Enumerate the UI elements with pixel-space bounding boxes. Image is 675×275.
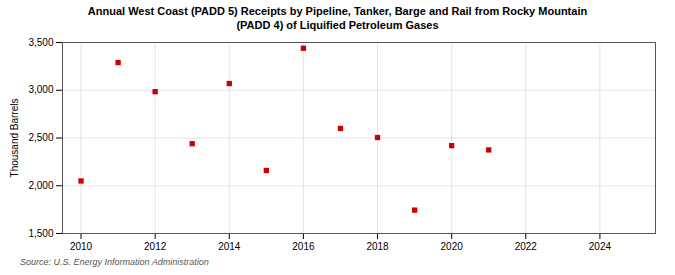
html-text:Source: U.S. Energy Informatio: Source: U.S. Energy Information Administ… [20, 257, 209, 267]
svg-text:1,500: 1,500 [28, 228, 53, 239]
svg-text:2020: 2020 [441, 241, 464, 252]
svg-text:2,000: 2,000 [28, 180, 53, 191]
svg-text:3,500: 3,500 [28, 37, 53, 48]
svg-text:Thousand Barrels: Thousand Barrels [9, 99, 20, 178]
svg-text:2024: 2024 [589, 241, 612, 252]
svg-text:2012: 2012 [144, 241, 167, 252]
svg-text:2022: 2022 [515, 241, 538, 252]
svg-text:2,500: 2,500 [28, 132, 53, 143]
svg-text:2014: 2014 [218, 241, 241, 252]
html-text:(PADD 4) of Liquified Petroleu: (PADD 4) of Liquified Petroleum Gases [236, 19, 439, 31]
svg-text:2016: 2016 [292, 241, 315, 252]
svg-text:2010: 2010 [70, 241, 93, 252]
html-text:Annual West Coast (PADD 5) Rec: Annual West Coast (PADD 5) Receipts by P… [87, 5, 588, 17]
svg-text:3,000: 3,000 [28, 84, 53, 95]
svg-text:2018: 2018 [366, 241, 389, 252]
